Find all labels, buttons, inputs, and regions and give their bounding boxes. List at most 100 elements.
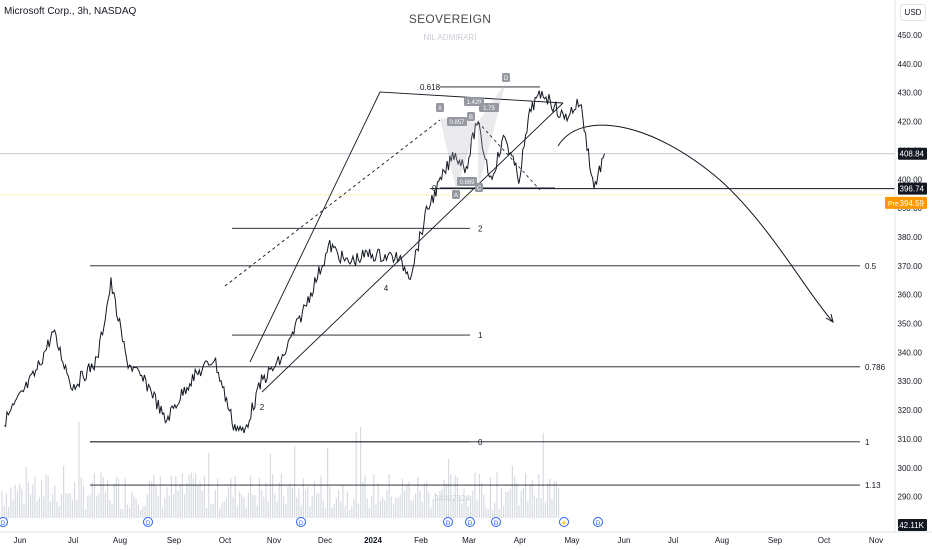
- price-tick: 330.00: [898, 377, 923, 386]
- time-tick: Sep: [167, 536, 182, 545]
- event-marker: [0, 517, 8, 527]
- price-tick: 350.00: [898, 320, 923, 329]
- time-tick: Apr: [514, 536, 527, 545]
- volume-bars: [1, 421, 560, 518]
- watermark-title: SEOVEREIGN: [408, 12, 492, 26]
- fib-level-lines: 0.618 0 2 0.5 1 0.786 1 0 1.13: [90, 83, 886, 490]
- time-tick: Jun: [14, 536, 27, 545]
- event-marker-label: D: [494, 521, 499, 527]
- time-tick: Oct: [818, 536, 831, 545]
- ratio-label: 1.75: [483, 106, 495, 112]
- price-tick: 310.00: [898, 435, 923, 444]
- fib-label: 0.618: [420, 83, 441, 92]
- last-price-label: 408.84: [900, 150, 925, 159]
- event-marker-label: D: [468, 521, 473, 527]
- event-marker: [491, 517, 501, 527]
- pattern-point-badge: [436, 103, 444, 112]
- fib-label: 0.5: [865, 262, 877, 271]
- pre-price-box: [885, 196, 927, 209]
- time-tick: Nov: [267, 536, 281, 545]
- price-tick: 380.00: [898, 233, 923, 242]
- level-price-label-box: [898, 182, 927, 195]
- pattern-point-label: D: [504, 76, 509, 82]
- time-tick: Jun: [618, 536, 631, 545]
- pattern-point-label: A: [454, 193, 458, 199]
- fib-label: 2: [478, 224, 483, 233]
- time-tick: Sep: [768, 536, 783, 545]
- fib-label: 1.13: [865, 481, 881, 490]
- pattern-point-badge: [475, 183, 483, 192]
- event-marker-label: D: [146, 521, 151, 527]
- price-tick: 440.00: [898, 60, 923, 69]
- event-marker: [559, 517, 569, 527]
- price-series: [4, 90, 605, 434]
- level-price-label: 396.74: [900, 185, 925, 194]
- fib-label: 0: [478, 438, 483, 447]
- trend-line: [249, 91, 381, 363]
- time-tick: May: [564, 536, 579, 545]
- time-tick: 2024: [364, 536, 382, 545]
- event-marker: [465, 517, 475, 527]
- ratio-label: 0.869: [459, 180, 475, 186]
- pattern-point-label: B: [469, 115, 473, 121]
- event-marker: [443, 517, 453, 527]
- time-tick: Mar: [462, 536, 476, 545]
- projection-curve: [557, 124, 834, 324]
- price-line: [4, 90, 605, 434]
- ratio-badge: [447, 117, 467, 126]
- fib-label: 1: [478, 331, 483, 340]
- price-tick: 400.00: [898, 175, 923, 184]
- pattern-point-badge: [452, 190, 460, 199]
- ratio-label: 1.429: [466, 100, 482, 106]
- trend-lines: [224, 91, 564, 393]
- price-tick: 370.00: [898, 262, 923, 271]
- fib-label: 0: [432, 184, 437, 193]
- price-tick: 340.00: [898, 348, 923, 357]
- pattern-point-badge: [467, 112, 475, 121]
- horizontal-level-lines: [0, 153, 895, 196]
- pattern-triangle: [440, 118, 478, 190]
- event-marker: [296, 517, 306, 527]
- event-marker: [593, 517, 603, 527]
- time-tick: Aug: [113, 536, 127, 545]
- time-axis: Jun Jul Aug Sep Oct Nov Dec 2024 Feb Mar Apr May Jun…: [0, 531, 932, 545]
- price-tick: 420.00: [898, 118, 923, 127]
- projection-curve: [557, 124, 834, 323]
- volume-label: 142.11K: [895, 521, 925, 530]
- time-tick: Oct: [219, 536, 232, 545]
- pre-price-label: 394.59: [900, 199, 925, 208]
- event-marker-label: D: [446, 521, 451, 527]
- trend-line: [224, 119, 441, 287]
- event-marker-label: D: [596, 521, 601, 527]
- price-tick: 450.00: [898, 31, 923, 40]
- projection-arrowhead: [825, 313, 834, 324]
- price-tick: 320.00: [898, 406, 923, 415]
- ratio-label: 0.857: [449, 120, 465, 126]
- pattern-point-label: X: [438, 106, 442, 112]
- price-axis: 450.00440.00430.00420.00410.00400.00390.…: [885, 0, 927, 532]
- time-tick: Feb: [414, 536, 428, 545]
- wave-label: 4: [384, 284, 389, 293]
- fib-label: 1: [865, 438, 870, 447]
- time-tick: Jul: [68, 536, 78, 545]
- pattern-point-label: C: [477, 186, 482, 192]
- ratio-badge: [479, 103, 499, 112]
- pattern-point-badge: [502, 73, 510, 82]
- wave-label: 2: [260, 403, 265, 412]
- ratio-badge: [457, 177, 477, 186]
- event-marker-label: D: [1, 521, 6, 527]
- volume-label-box: [898, 519, 927, 531]
- time-tick: Jul: [668, 536, 678, 545]
- price-tick: 300.00: [898, 464, 923, 473]
- last-price-label-box: [898, 147, 927, 160]
- price-tick: 430.00: [898, 89, 923, 98]
- time-tick: Nov: [869, 536, 883, 545]
- currency-button[interactable]: USD: [900, 4, 926, 21]
- pattern-diagonal: [477, 121, 541, 191]
- date-stamp: 24/4/2024: [434, 494, 470, 503]
- time-tick: Dec: [318, 536, 332, 545]
- ratio-badge: [464, 97, 484, 106]
- event-marker-label: D: [299, 521, 304, 527]
